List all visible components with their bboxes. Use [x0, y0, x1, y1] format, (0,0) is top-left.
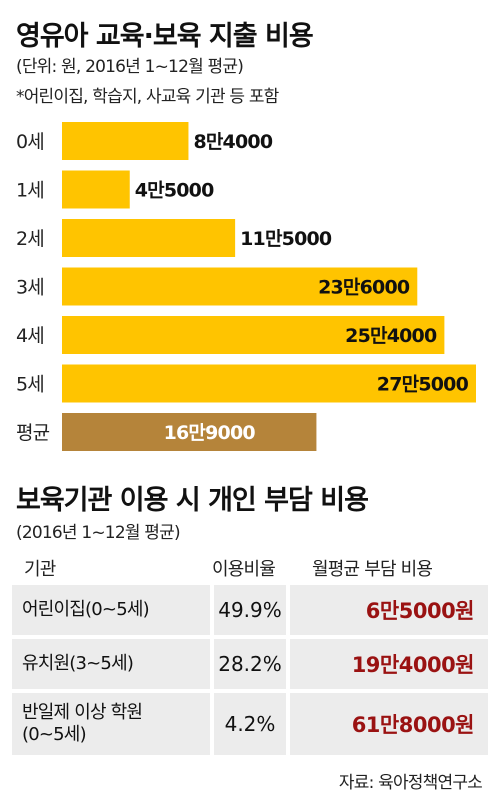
- data-label: 4만5000: [135, 180, 214, 202]
- header-institution: 기관: [24, 559, 56, 580]
- bar: [62, 267, 418, 306]
- data-label: 27만5000: [377, 374, 469, 396]
- bar: [62, 364, 476, 403]
- row-usage-rate: 4.2%: [214, 693, 286, 755]
- row-usage-rate: 49.9%: [214, 585, 286, 635]
- chart-subtitle: (단위: 원, 2016년 1~12월 평균): [16, 57, 244, 77]
- category-label: 0세: [16, 131, 44, 153]
- data-label: 11만5000: [240, 228, 332, 250]
- category-label: 1세: [16, 180, 44, 202]
- source-credit: 자료: 육아정책연구소: [338, 773, 483, 793]
- data-label: 25만4000: [345, 325, 437, 347]
- category-label: 평균: [16, 422, 50, 444]
- spending-bar-chart: 0세 8만4000 1세 4만5000 2세 11만5000 3세 23만6000 4세 25만4…: [16, 122, 476, 451]
- average-bar: [62, 413, 317, 451]
- category-label: 2세: [16, 228, 44, 250]
- row-institution-line2: (0~5세): [22, 724, 87, 745]
- bar: [62, 122, 189, 160]
- data-label: 8만4000: [193, 131, 272, 153]
- table-subtitle: (2016년 1~12월 평균): [16, 523, 181, 543]
- data-label: 16만9000: [164, 422, 256, 444]
- chart-note: *어린이집, 학습지, 사교육 기관 등 포함: [16, 87, 279, 107]
- category-label: 5세: [16, 374, 44, 396]
- bar: [62, 170, 130, 209]
- row-monthly-cost: 61만8000원: [290, 693, 488, 755]
- header-monthly-cost: 월평균 부담 비용: [312, 559, 433, 580]
- data-label: 23만6000: [318, 277, 410, 299]
- row-institution: 어린이집(0~5세): [12, 585, 210, 635]
- row-institution-line1: 반일제 이상 학원: [22, 702, 143, 723]
- row-monthly-cost: 19만4000원: [290, 639, 488, 689]
- bar: [62, 219, 236, 257]
- category-label: 4세: [16, 325, 44, 347]
- row-institution: 반일제 이상 학원 (0~5세): [12, 693, 210, 755]
- table-row: 반일제 이상 학원 (0~5세) 4.2% 61만8000원: [12, 693, 488, 755]
- row-usage-rate: 28.2%: [214, 639, 286, 689]
- category-label: 3세: [16, 277, 44, 299]
- row-institution: 유치원(3~5세): [12, 639, 210, 689]
- chart-title: 영유아 교육·보육 지출 비용: [16, 21, 314, 52]
- row-monthly-cost: 6만5000원: [290, 585, 488, 635]
- table-row: 유치원(3~5세) 28.2% 19만4000원: [12, 639, 488, 689]
- table-title: 보육기관 이용 시 개인 부담 비용: [16, 485, 369, 516]
- table-row: 어린이집(0~5세) 49.9% 6만5000원: [12, 585, 488, 635]
- bar: [62, 316, 445, 354]
- header-usage-rate: 이용비율: [212, 559, 276, 580]
